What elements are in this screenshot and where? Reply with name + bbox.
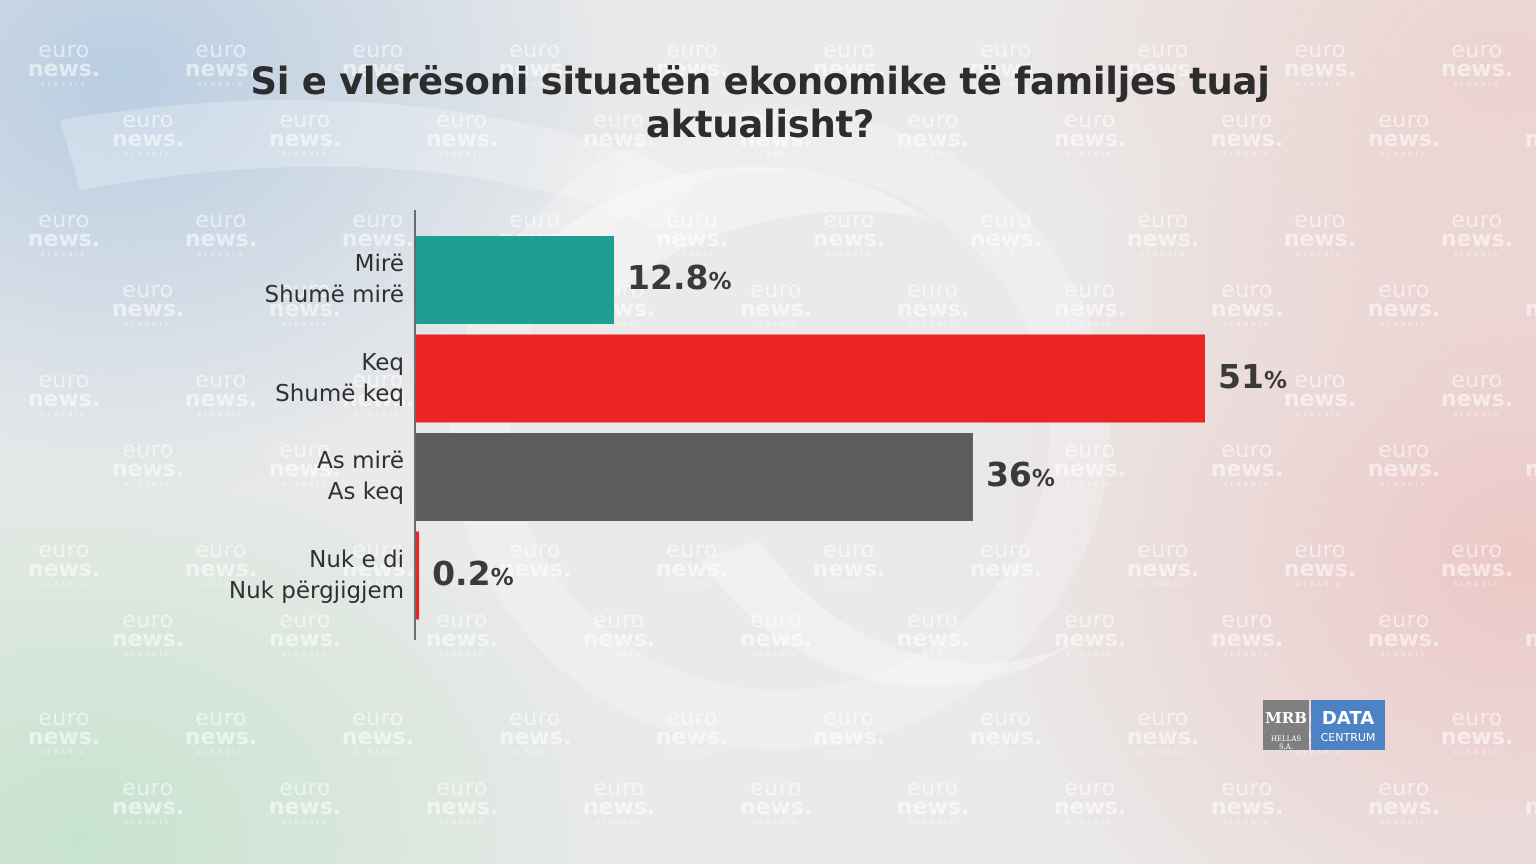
bar — [416, 531, 420, 620]
data-label-value: 51 — [1218, 356, 1264, 396]
mrb-logo-subtext: HELLAS S.A. — [1270, 735, 1302, 751]
data-label: 36% — [986, 455, 1055, 494]
category-label-line: Mirë — [354, 251, 404, 277]
data-logo-subtext: CENTRUM — [1320, 731, 1376, 744]
category-label-line: Nuk përgjigjem — [228, 577, 404, 604]
data-label-unit: % — [490, 564, 514, 591]
category-label: Mirë Shumë mirë — [144, 249, 404, 311]
data-label-unit: % — [1031, 466, 1055, 492]
category-label-line: Nuk e di — [309, 546, 404, 573]
bar — [416, 433, 973, 521]
mrb-logo-text: MRB — [1265, 709, 1307, 727]
data-label-value: 0.2 — [432, 553, 491, 593]
data-label: 12.8% — [627, 258, 731, 297]
chart-title: Si e vlerësoni situatën ekonomike të fam… — [250, 60, 1270, 146]
data-label-value: 12.8 — [627, 258, 709, 297]
category-label-line: Shumë keq — [275, 380, 404, 407]
data-logo-text: DATA — [1321, 708, 1375, 729]
data-label: 0.2% — [432, 554, 514, 593]
category-label-line: As mirë — [317, 448, 404, 474]
category-label-line: As keq — [327, 479, 404, 505]
data-label-unit: % — [708, 269, 732, 295]
bar — [416, 236, 615, 324]
data-label-unit: % — [1263, 367, 1287, 394]
data-label: 51% — [1218, 357, 1287, 396]
category-label: Keq Shumë keq — [144, 348, 404, 410]
data-centrum-logo: DATA CENTRUM — [1311, 700, 1385, 750]
mrb-logo: MRB HELLAS S.A. — [1263, 700, 1309, 751]
bar — [416, 334, 1205, 423]
data-label-value: 36 — [985, 455, 1032, 494]
category-label: As mirë As keq — [144, 446, 404, 508]
category-label: Nuk e di Nuk përgjigjem — [144, 545, 404, 607]
category-label-line: Keq — [361, 349, 404, 376]
mrb-data-centrum-logo: MRB HELLAS S.A. DATA CENTRUM — [1263, 700, 1385, 751]
category-label-line: Shumë mirë — [264, 282, 404, 308]
